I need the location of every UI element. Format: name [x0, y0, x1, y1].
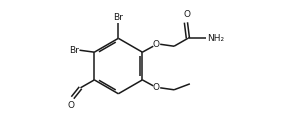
Text: O: O — [153, 40, 160, 49]
Text: NH₂: NH₂ — [207, 34, 224, 43]
Text: Br: Br — [69, 46, 79, 55]
Text: O: O — [67, 101, 74, 110]
Text: O: O — [153, 83, 160, 92]
Text: O: O — [184, 10, 190, 18]
Text: Br: Br — [113, 14, 123, 22]
